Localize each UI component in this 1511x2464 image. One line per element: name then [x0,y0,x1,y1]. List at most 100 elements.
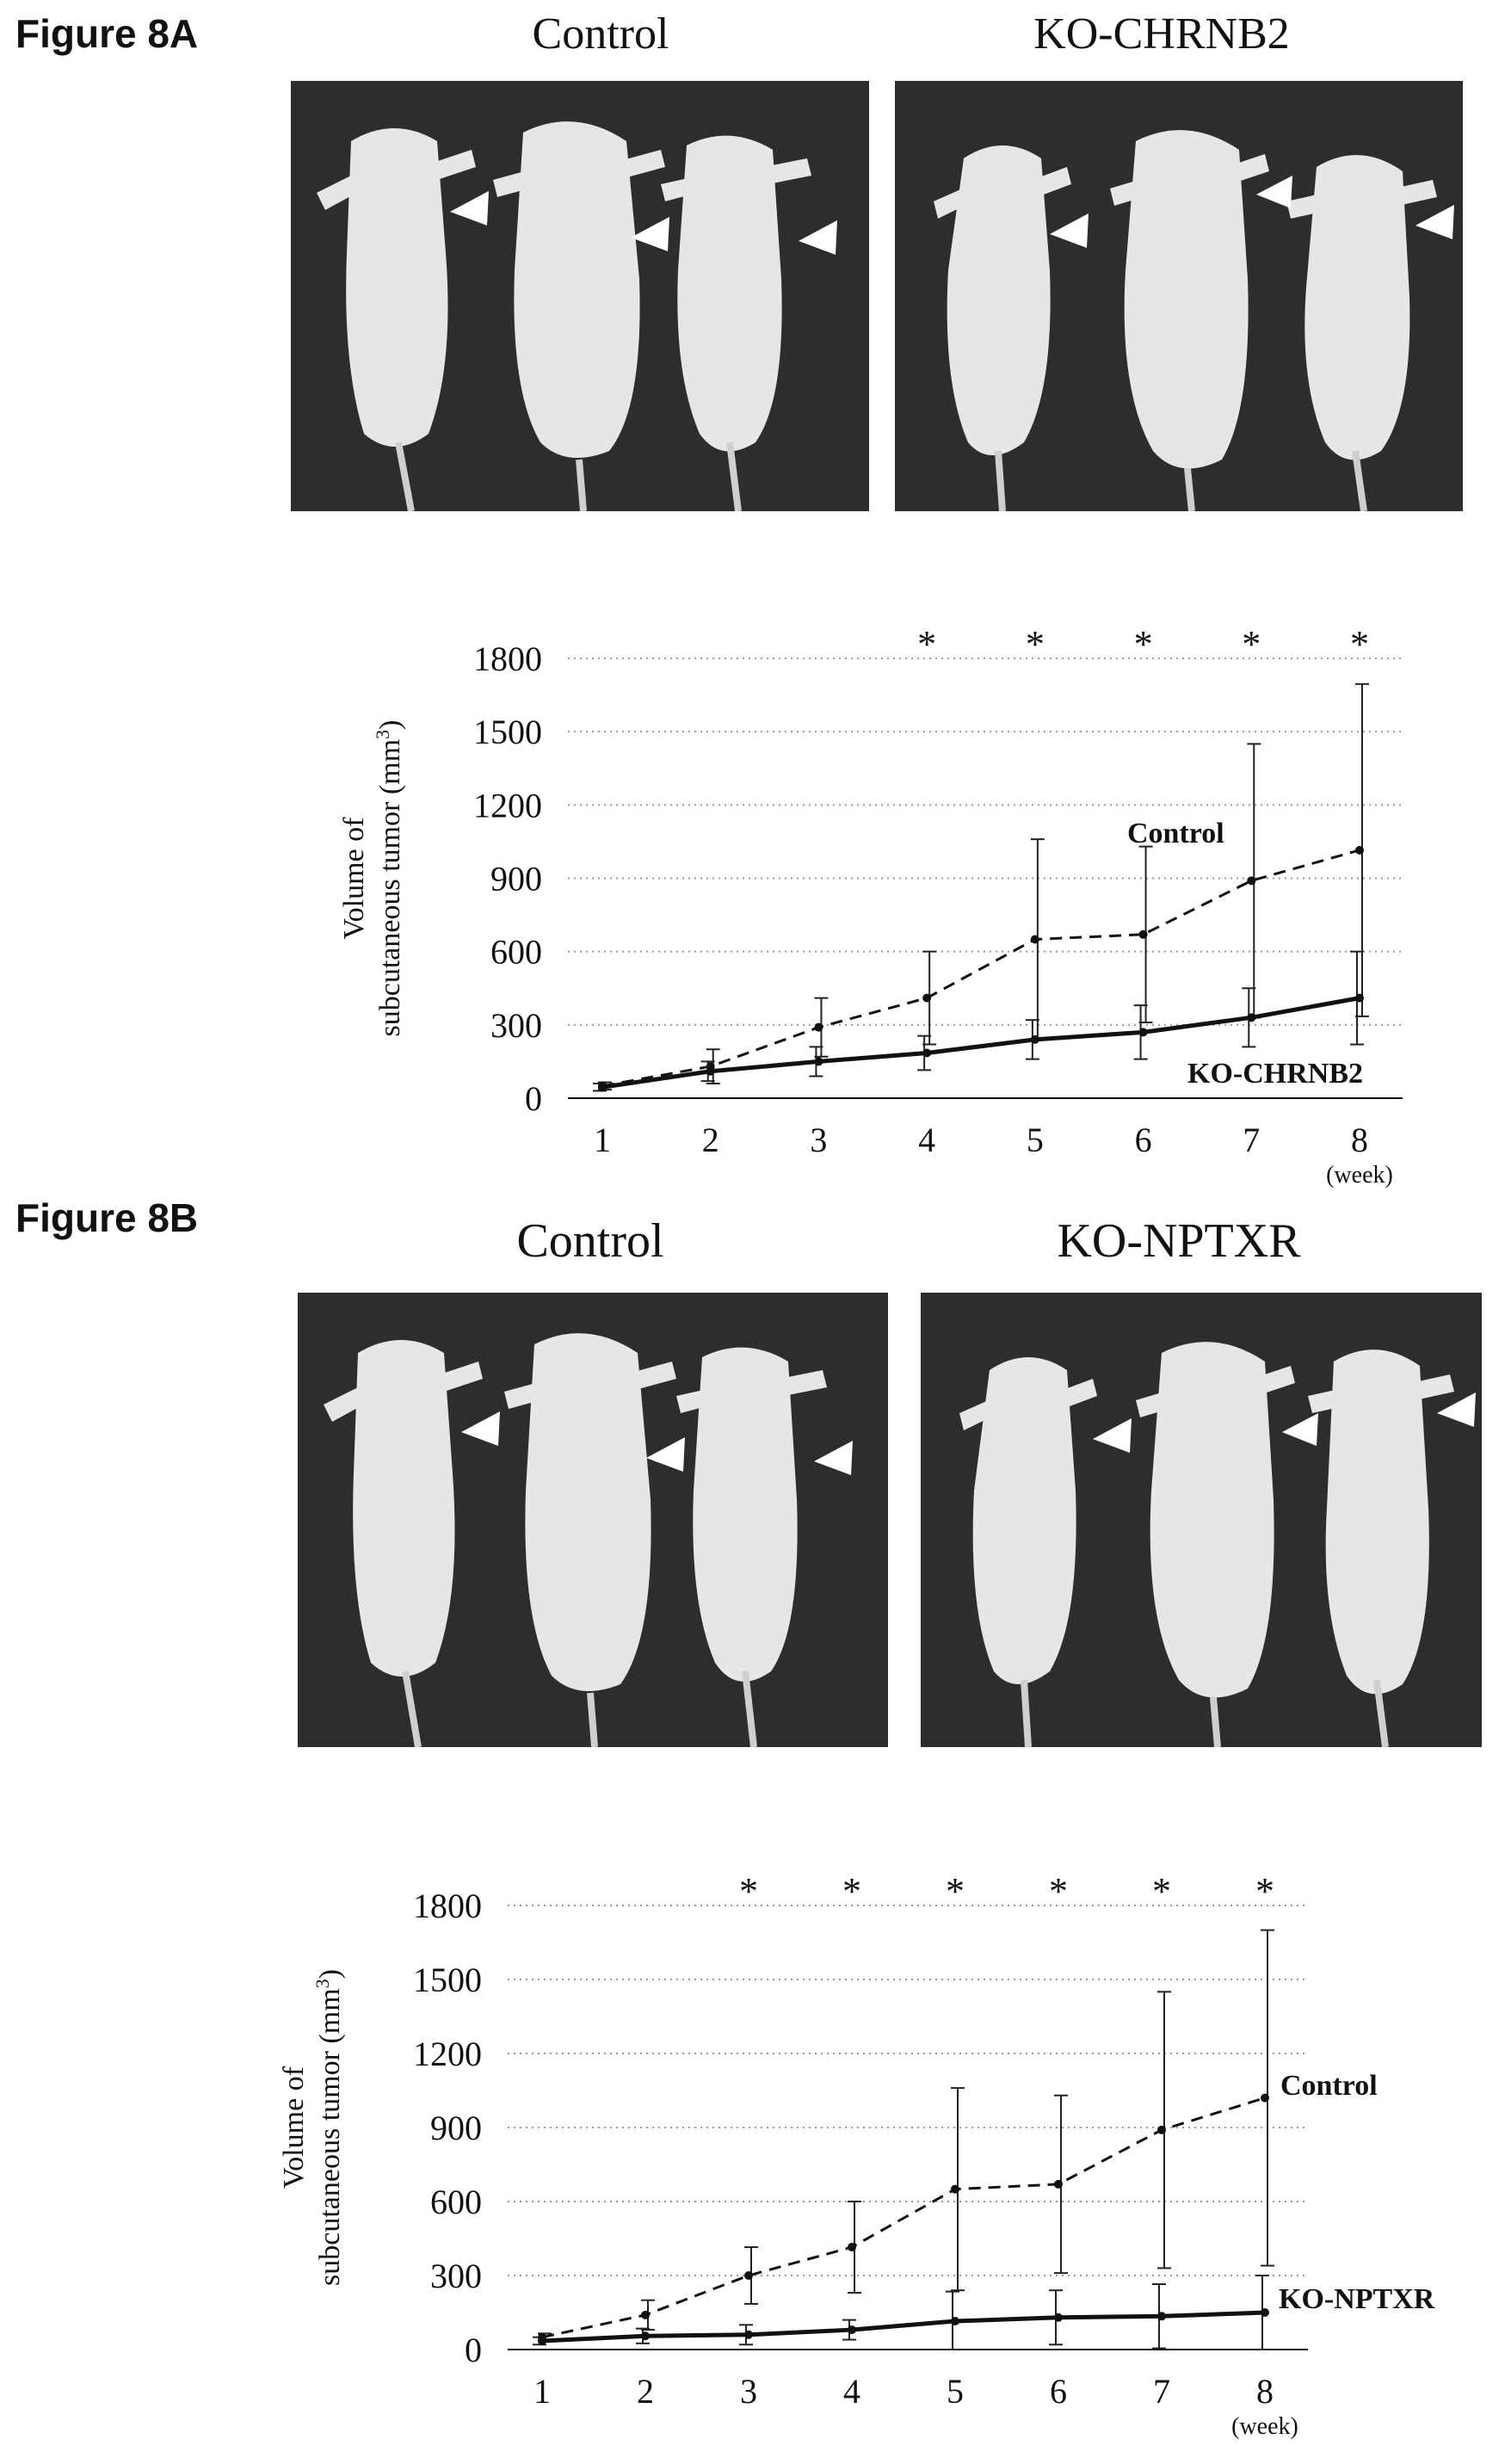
data-point-ko-chrnb2-4 [922,1048,932,1058]
data-point-control-2 [641,2310,650,2319]
x-tick-label-7: 7 [1243,1121,1260,1159]
series-label-ko-chrnb2: KO-CHRNB2 [1187,1058,1363,1090]
data-point-ko-chrnb2-1 [598,1083,607,1092]
y-tick-label-1500: 1500 [413,1961,482,1999]
data-point-control-5 [951,2184,959,2194]
x-unit-label: (week) [1231,2413,1298,2440]
y-tick-label-300: 300 [490,1006,542,1045]
photo-label-ko-chrnb2: KO-CHRNB2 [1033,9,1290,59]
data-point-control-7 [1247,876,1256,886]
data-point-control-7 [1157,2125,1166,2134]
data-point-control-4 [848,2243,856,2252]
y-axis-label-line2: subcutaneous tumor (mm3) [372,720,407,1037]
photo-label-control-a: Control [532,9,669,59]
y-tick-label-0: 0 [525,1079,542,1118]
significance-star-week-6: * [1049,1870,1068,1912]
data-point-control-4 [922,993,932,1003]
data-point-ko-chrnb2-6 [1138,1028,1148,1037]
photo-label-control-b: Control [516,1214,664,1268]
x-tick-label-1: 1 [533,2372,551,2411]
y-tick-label-1200: 1200 [473,786,542,824]
y-tick-label-300: 300 [430,2257,482,2295]
x-tick-label-4: 4 [843,2372,860,2411]
photo-label-ko-nptxr: KO-NPTXR [1057,1214,1301,1268]
mice-photo-ko-nptxr [921,1293,1482,1747]
y-tick-label-1800: 1800 [473,639,542,678]
series-label-control: Control [1280,2070,1378,2102]
series-line-ko-nptxr [541,2310,1266,2344]
x-tick-label-4: 4 [918,1121,935,1159]
data-point-control-3 [814,1022,823,1032]
x-tick-label-5: 5 [947,2372,964,2411]
mice-photo-ko-chrnb2 [895,81,1463,511]
significance-star-week-8: * [1350,623,1369,665]
x-tick-label-6: 6 [1050,2372,1067,2411]
data-point-control-5 [1030,935,1039,944]
chart-8b: 0 300 600 900 1200 1500 1800 1 2 3 4 5 6 7 8 (week) Volu… [275,1868,1480,2461]
data-point-ko-nptxr-5 [951,2317,959,2326]
y-tick-label-1500: 1500 [473,713,542,751]
x-tick-label-8: 8 [1351,1121,1368,1159]
data-point-ko-chrnb2-2 [706,1066,715,1076]
significance-star-week-7: * [1152,1870,1171,1912]
data-point-ko-chrnb2-5 [1030,1034,1039,1044]
y-axis-label: Volume of subcutaneous tumor (mm3) [338,720,406,1037]
y-axis-label: Volume of subcutaneous tumor (mm3) [278,1969,346,2286]
significance-star-week-5: * [1026,623,1045,665]
data-point-ko-nptxr-3 [744,2330,753,2339]
y-axis-label-line1: Volume of [278,2066,310,2189]
x-tick-label-3: 3 [740,2372,757,2411]
data-point-control-8 [1355,845,1364,855]
data-point-control-6 [1138,929,1148,939]
significance-star-week-6: * [1134,623,1153,665]
data-point-ko-nptxr-8 [1261,2308,1269,2317]
chart-8a: 0 300 600 900 1200 1500 1800 1 2 3 4 5 6 7 8 (week) Volu… [336,620,1463,1205]
y-tick-label-600: 600 [430,2183,482,2221]
y-tick-label-900: 900 [490,860,542,899]
chart-8a-svg: 0 300 600 900 1200 1500 1800 1 2 3 4 5 6 7 8 (week) Volu… [338,623,1403,1189]
x-tick-label-3: 3 [810,1121,827,1159]
y-tick-label-1200: 1200 [413,2035,482,2073]
data-point-ko-nptxr-6 [1054,2313,1063,2322]
x-tick-label-2: 2 [637,2372,654,2411]
significance-star-week-5: * [946,1870,965,1912]
x-tick-label-7: 7 [1153,2372,1170,2411]
figure-8b-title: Figure 8B [15,1195,199,1240]
data-point-control-3 [744,2271,753,2280]
x-tick-label-1: 1 [594,1121,611,1159]
series-label-control: Control [1127,818,1224,849]
significance-star-week-8: * [1255,1870,1274,1912]
data-point-ko-nptxr-4 [848,2325,856,2335]
x-tick-label-8: 8 [1256,2372,1274,2411]
data-point-ko-chrnb2-7 [1247,1013,1256,1022]
series-line-control [541,2097,1266,2339]
y-tick-label-1800: 1800 [413,1887,482,1925]
data-point-ko-chrnb2-3 [814,1057,823,1066]
significance-star-week-7: * [1242,623,1261,665]
data-point-control-6 [1054,2179,1063,2189]
y-tick-label-600: 600 [490,933,542,972]
x-tick-label-5: 5 [1027,1121,1044,1159]
y-axis-label-line1: Volume of [338,817,370,940]
significance-star-week-3: * [739,1870,758,1912]
data-point-ko-nptxr-7 [1157,2312,1166,2321]
x-tick-label-6: 6 [1135,1121,1152,1159]
data-point-control-8 [1261,2093,1269,2103]
data-point-ko-chrnb2-8 [1355,993,1364,1003]
x-unit-label: (week) [1326,1162,1393,1189]
series-label-ko-nptxr: KO-NPTXR [1279,2283,1435,2315]
significance-star-week-4: * [842,1870,861,1912]
mice-photo-control-b [298,1293,888,1747]
y-axis-label-line2: subcutaneous tumor (mm3) [311,1969,347,2286]
mice-photo-control-a [291,81,869,511]
series-line-ko-chrnb2 [601,996,1360,1090]
y-tick-label-900: 900 [430,2109,482,2147]
data-point-ko-nptxr-2 [641,2331,650,2341]
significance-star-week-4: * [917,623,936,665]
x-tick-label-2: 2 [702,1121,719,1159]
data-point-ko-nptxr-1 [538,2336,546,2345]
y-tick-label-0: 0 [465,2331,482,2369]
series-line-control [601,849,1360,1088]
chart-8b-svg: 0 300 600 900 1200 1500 1800 1 2 3 4 5 6 7 8(week) Volu… [278,1870,1435,2440]
figure-8a-title: Figure 8A [15,11,199,56]
